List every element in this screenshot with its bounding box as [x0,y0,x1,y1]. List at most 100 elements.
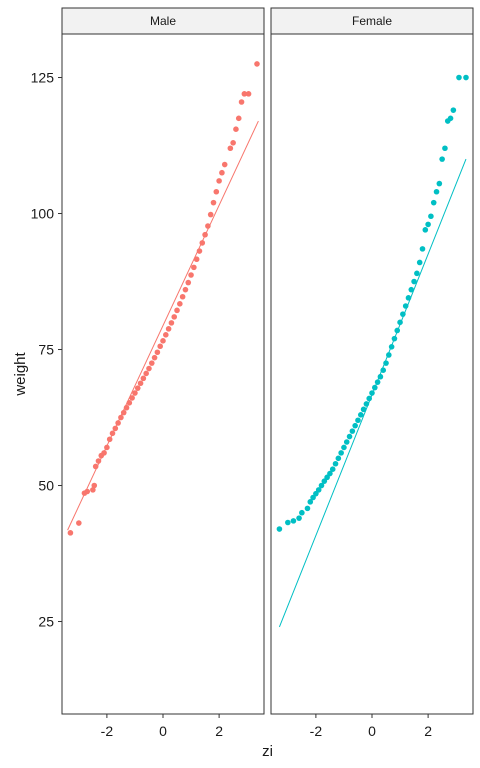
panel-male-point [199,240,206,246]
panel-female-point [411,278,417,285]
panel-female-point [315,487,322,493]
panel-female-point [380,367,387,373]
panel-female-point [374,379,381,385]
panel-male-point [210,199,217,206]
y-tick-label: 75 [38,342,54,358]
panel-male: Male [61,7,265,715]
panel-female-point [299,509,305,516]
panel-male-point [221,161,228,168]
panel-female-point [419,246,426,252]
panel-male-point [238,99,245,105]
panel-female-point [430,199,437,206]
panel-female-point [450,107,457,113]
panel-female-x-tick-label: -2 [310,723,323,739]
panel-female-point [416,259,423,266]
panel-male-point [213,188,220,195]
panel-male-point [148,360,155,366]
panel-female-point [357,412,364,418]
panel-female-point [402,303,409,309]
panel-female-frame [270,33,474,715]
panel-female-point [386,352,392,358]
panel-male-point [112,425,119,432]
panel-female-point [388,344,395,350]
panel-female-point [372,384,378,391]
panel-male-point [193,256,200,263]
panel-male-point [191,264,197,271]
panel-male-point [146,365,152,372]
panel-female-point [318,482,325,489]
panel-male-point [90,487,96,493]
panel-male-point [163,332,169,338]
panel-male-point [134,385,141,391]
panel-male-point [91,482,98,489]
panel-female-point [363,401,370,407]
panel-male-point [109,430,116,437]
panel-male-point [137,380,144,387]
panel-female-point [408,286,415,293]
facet-panels: Male Female [61,7,474,715]
y-axis-title: weight [12,351,29,396]
panel-female-point [332,460,339,467]
panel-female-point [414,270,420,277]
panel-female-point [428,213,434,220]
panel-male-point [129,395,135,401]
panel-male-point [196,248,203,254]
panel-male-point [143,370,149,377]
panel-male-point [151,354,158,361]
panel-male-point [233,126,239,132]
panel-male-point [182,286,189,293]
panel-female-point [296,515,302,521]
panel-male-point [106,436,113,443]
panel-male-point [154,349,161,356]
panel-female-point [456,74,462,81]
panel-male-point [95,458,102,464]
y-axis: 25 50 75 100 125 [31,70,62,630]
panel-female-point [425,221,431,228]
panel-female-point [360,406,367,413]
panel-female-point [343,439,350,445]
panel-male-point [230,140,236,146]
panel-female-point [338,450,344,456]
panel-male-x-tick-label: 0 [159,723,167,739]
panel-male-point [168,320,175,326]
panel-male-point [101,450,107,456]
panel-male-point [207,211,214,218]
panel-female-point [433,188,440,195]
panel-male-point [84,488,91,495]
panel-male-point [67,530,74,536]
y-tick-label: 25 [38,614,54,630]
panel-male-strip-label: Male [150,14,176,28]
panel-female-point [442,145,448,152]
panel-female-point [276,526,283,532]
panel-female-strip-label: Female [352,14,392,28]
panel-female: Female [270,7,474,715]
panel-male-point [118,414,124,421]
panel-female-x-tick-label: 2 [424,723,432,739]
panel-male-point [115,420,121,426]
panel-male-point [157,343,163,350]
panel-female-point [422,227,429,233]
panel-male-point [245,91,252,97]
panel-female-point [400,311,406,317]
panel-female-x-tick-label: 0 [368,723,376,739]
panel-male-point [140,375,147,382]
panel-male-point [171,314,178,320]
panel-female-point [369,390,375,396]
panel-female-strip [270,7,474,35]
panel-male-point [92,463,99,470]
panel-female-point [304,505,311,512]
panel-female-point [352,422,358,429]
panel-female-point [335,455,342,462]
panel-male-strip [61,7,265,35]
panel-female-point [341,444,347,451]
panel-female-point [349,428,356,434]
panel-female-point [439,156,445,162]
panel-female-point [327,470,333,477]
panel-female-point [285,519,291,526]
panel-female-point [383,360,389,366]
panel-male-point [254,61,260,67]
x-axis-title: zi [262,743,273,760]
panel-male-point [120,409,127,416]
panel-female-point [329,466,336,473]
